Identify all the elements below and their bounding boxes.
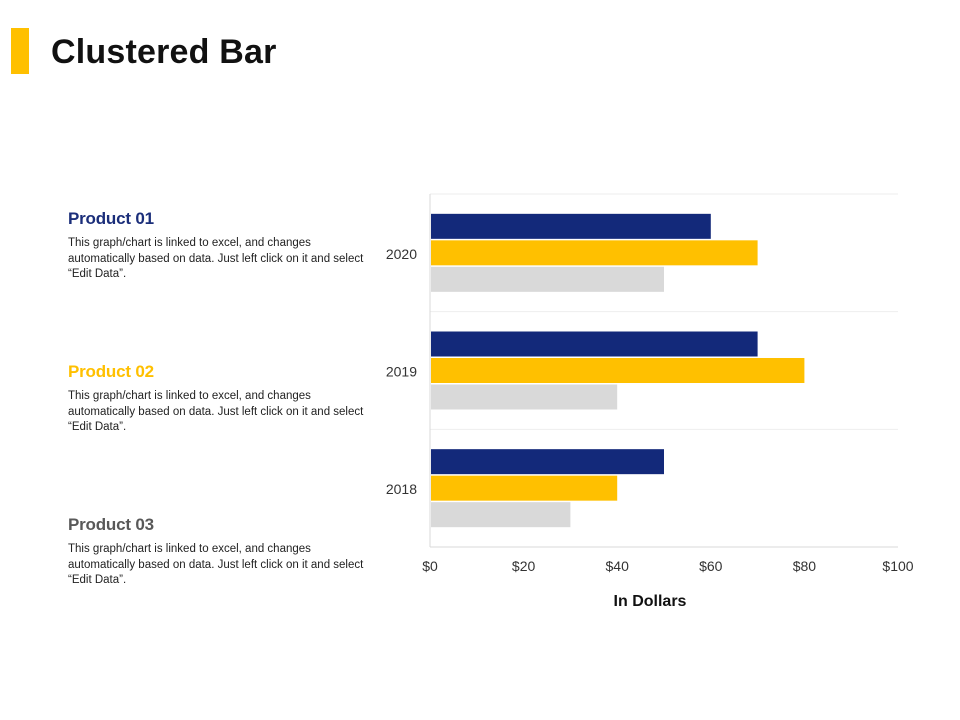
product-02-description: This graph/chart is linked to excel, and… xyxy=(68,390,364,433)
title-accent-bar xyxy=(11,28,29,74)
product-02-block: Product 02 This graph/chart is linked to… xyxy=(68,361,368,436)
bar-2018-product-02 xyxy=(431,475,618,501)
y-tick-label: 2020 xyxy=(386,246,417,262)
x-tick-label: $20 xyxy=(512,558,536,574)
product-03-name: Product 03 xyxy=(68,515,154,534)
bar-2018-product-01 xyxy=(431,449,664,475)
product-01-description: This graph/chart is linked to excel, and… xyxy=(68,237,364,280)
x-tick-label: $0 xyxy=(422,558,438,574)
product-01-block: Product 01 This graph/chart is linked to… xyxy=(68,208,368,283)
bar-2020-product-02 xyxy=(431,240,758,266)
x-tick-label: $80 xyxy=(793,558,817,574)
x-axis-title: In Dollars xyxy=(614,593,687,610)
gridlines xyxy=(430,193,898,430)
bar-2019-product-02 xyxy=(431,358,805,383)
x-tick-label: $60 xyxy=(699,558,723,574)
y-tick-label: 2019 xyxy=(386,364,417,380)
bar-2020-product-03 xyxy=(431,266,664,292)
product-03-description: This graph/chart is linked to excel, and… xyxy=(68,543,364,586)
x-tick-label: $100 xyxy=(882,558,913,574)
product-02-name: Product 02 xyxy=(68,362,154,381)
bar-2018-product-03 xyxy=(431,502,571,528)
bar-2020-product-01 xyxy=(431,213,711,239)
x-tick-label: $40 xyxy=(606,558,630,574)
axes: 2020 2019 2018 $0 $20 $40 $60 $80 $100 xyxy=(386,194,914,574)
bar-2019-product-01 xyxy=(431,331,758,357)
y-tick-label: 2018 xyxy=(386,481,417,497)
bars xyxy=(431,213,805,528)
product-01-name: Product 01 xyxy=(68,209,154,228)
bar-2019-product-03 xyxy=(431,384,618,410)
product-03-block: Product 03 This graph/chart is linked to… xyxy=(68,514,368,589)
page-title: Clustered Bar xyxy=(51,33,277,71)
